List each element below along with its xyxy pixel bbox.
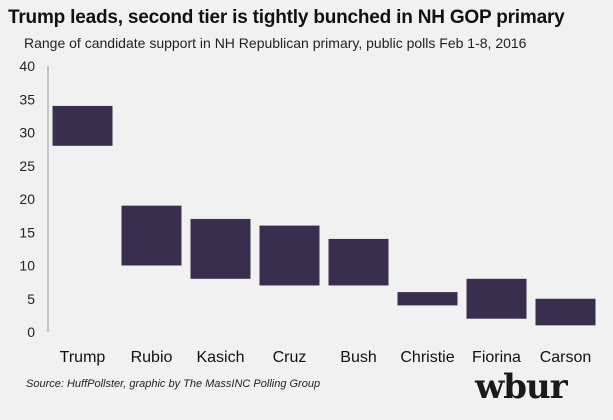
wbur-logo: wbur: [475, 367, 568, 407]
source-note: Source: HuffPollster, graphic by The Mas…: [26, 378, 321, 390]
range-bar-cruz: [259, 225, 320, 286]
y-tick-label-20: 20: [19, 191, 35, 207]
x-tick-label-christie: Christie: [400, 349, 454, 366]
chart-subtitle: Range of candidate support in NH Republi…: [24, 35, 527, 51]
y-tick-label-30: 30: [19, 125, 35, 141]
x-tick-label-rubio: Rubio: [131, 349, 173, 366]
range-bar-christie: [397, 292, 458, 306]
y-tick-label-35: 35: [19, 91, 35, 107]
x-axis-labels: Trump Rubio Kasich Cruz Bush Christie Fiorina C…: [60, 349, 592, 366]
y-tick-label-10: 10: [19, 258, 35, 274]
range-bar-rubio: [121, 205, 182, 266]
range-bar-carson: [535, 298, 596, 326]
y-tick-label-15: 15: [19, 224, 35, 240]
y-tick-label-5: 5: [27, 291, 35, 307]
x-tick-label-trump: Trump: [60, 349, 106, 366]
y-tick-label-0: 0: [27, 324, 35, 340]
range-bar-trump: [52, 105, 113, 146]
range-bars: [52, 105, 596, 326]
y-axis-ticks: 0 5 10 15 20 25 30 35 40: [19, 58, 35, 340]
x-tick-label-cruz: Cruz: [273, 349, 307, 366]
x-tick-label-bush: Bush: [340, 349, 376, 366]
range-bar-kasich: [190, 218, 251, 279]
x-tick-label-carson: Carson: [540, 349, 592, 366]
range-bar-bush: [328, 238, 389, 286]
y-tick-label-25: 25: [19, 158, 35, 174]
x-tick-label-fiorina: Fiorina: [472, 349, 521, 366]
range-bar-fiorina: [466, 278, 527, 319]
y-tick-label-40: 40: [19, 58, 35, 74]
chart-title: Trump leads, second tier is tightly bunc…: [8, 7, 565, 28]
x-tick-label-kasich: Kasich: [196, 349, 244, 366]
